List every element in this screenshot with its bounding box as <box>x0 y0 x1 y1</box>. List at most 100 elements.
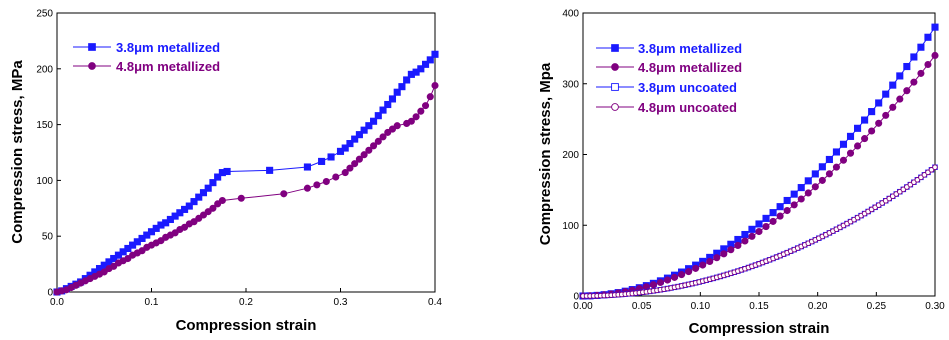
chart-left-series-2-point <box>341 169 349 177</box>
chart-left-series-2-point <box>195 214 203 222</box>
chart-left-series-1-point <box>318 157 326 165</box>
chart-left-series-2-point <box>280 190 288 198</box>
chart-left-series-2-point <box>218 196 226 205</box>
chart-right-series-1-point <box>762 214 770 222</box>
chart-left-series-2-point <box>332 173 340 181</box>
chart-right-series-2-point <box>741 237 749 245</box>
chart-right-legend-label-2: 4.8μm metallized <box>638 60 742 75</box>
chart-right-x-tick-label: 0.15 <box>749 301 769 312</box>
chart-left-series-2-point <box>204 208 212 216</box>
chart-right-legend: 3.8μm metallized 4.8μm metallized 3.8μm … <box>596 41 742 115</box>
chart-right-series-2-point <box>797 195 805 203</box>
chart-right-series-2-point <box>769 217 777 225</box>
chart-right-y-tick-label: 200 <box>562 150 579 161</box>
chart-left-series-2-point <box>171 229 179 237</box>
chart-left-series-2-point <box>209 204 217 212</box>
chart-right-series-4-point <box>928 167 935 173</box>
chart-right-series-2-point <box>854 142 862 150</box>
chart-right-series-4-point <box>932 164 938 170</box>
chart-right-series-1-point <box>804 177 812 185</box>
chart-right-series-1-point <box>776 203 784 211</box>
chart-right-series-1-point <box>924 33 932 41</box>
chart-right-legend-marker <box>611 63 619 71</box>
chart-left-series-1-point <box>185 202 193 210</box>
chart-left-series-1-point <box>379 106 387 114</box>
chart-left-series-2-point <box>426 93 434 101</box>
chart-left-legend-label-1: 3.8μm metallized <box>116 40 220 55</box>
chart-left-series-1-point <box>370 117 378 125</box>
chart-left-series-1-point <box>346 140 354 148</box>
chart-left-y-tick-label: 100 <box>36 176 53 187</box>
chart-left-series-1-point <box>190 198 198 206</box>
chart-left-series-1-point <box>431 50 439 58</box>
chart-left-series-1-point <box>360 126 368 134</box>
chart-right-series-1-point <box>861 116 869 124</box>
chart-right-series-2-point <box>649 281 657 289</box>
chart-right-series-1-point <box>741 230 749 239</box>
chart-left-series-1-point <box>374 112 382 120</box>
chart-left-series-2-point <box>346 164 354 172</box>
chart-right-y-tick-label: 100 <box>562 221 579 232</box>
chart-right-series-2-point <box>783 206 791 215</box>
chart-left-series-1-point <box>355 131 363 139</box>
chart-right-legend-symbol-2 <box>596 63 634 71</box>
chart-left-series-2-point <box>237 194 245 202</box>
chart-right-series-1 <box>579 23 939 300</box>
chart-right-series-2-point <box>713 254 721 262</box>
chart-right-legend-symbol-3 <box>596 83 634 91</box>
chart-right-legend-symbol-4 <box>596 103 634 111</box>
chart-right-series-1-point <box>882 90 890 98</box>
chart-right-series-2-point <box>818 176 826 184</box>
chart-right-legend-label-4: 4.8μm uncoated <box>638 100 737 115</box>
chart-left-y-axis-label: Compression stress, MPa <box>9 60 26 244</box>
chart-left-series-1-point <box>341 144 349 152</box>
chart-right-series-2-point <box>825 170 833 178</box>
chart-right-series-1-point <box>903 62 911 71</box>
chart-right-y-axis-label: Compression stress, Mpa <box>537 62 554 245</box>
chart-right-series-1-point <box>748 225 756 233</box>
chart-left-series-2-point <box>379 133 387 141</box>
chart-right-series-2-point <box>734 241 742 249</box>
chart-right-series-2-point <box>663 276 672 284</box>
chart-right-series-2-point <box>875 119 883 127</box>
chart-right-series-1-point <box>811 170 819 178</box>
chart-right-series-2-point <box>720 250 728 258</box>
chart-left-x-tick-label: 0.2 <box>239 297 253 308</box>
chart-right-series-1-point <box>896 72 904 80</box>
chart-left-series-2-point <box>138 247 146 255</box>
chart-left-legend-marker <box>88 62 96 70</box>
chart-left-x-tick-label: 0.4 <box>428 297 442 308</box>
chart-left-series-2-point <box>431 81 439 90</box>
chart-right-y-tick-label: 300 <box>562 79 579 90</box>
chart-right-series-2-point <box>670 273 679 281</box>
chart-left-series-1-point <box>266 166 274 174</box>
chart-left-series-2-point <box>214 200 222 208</box>
chart-right-series-2-point <box>727 246 735 254</box>
chart-right-series-1-point <box>868 108 876 116</box>
chart-left-series-1-point <box>223 167 231 176</box>
chart-left-legend: 3.8μm metallized 4.8μm metallized <box>73 40 220 74</box>
chart-right-series-2-point <box>861 135 869 143</box>
chart-left-series-2-point <box>303 184 311 192</box>
chart-left-series-2-point <box>110 262 118 270</box>
chart-left-series-1-point <box>403 76 411 84</box>
chart-right-x-tick-label: 0.10 <box>691 301 711 312</box>
chart-left-series-1-point <box>209 179 217 187</box>
chart-right-x-tick-label: 0.25 <box>867 301 887 312</box>
chart-left-plot-frame <box>56 12 436 293</box>
chart-right-series-2-point <box>762 223 770 231</box>
chart-left-series-2-point <box>365 146 373 154</box>
chart-right-series-2-point <box>755 227 763 236</box>
chart-right-legend-marker <box>611 44 619 52</box>
chart-left-y-tick-label: 150 <box>36 120 53 131</box>
chart-right-series-1-point <box>832 148 840 156</box>
chart-right-series-2-point <box>924 60 932 69</box>
chart-left-series-2-point <box>181 223 189 231</box>
chart-left-series-1-point <box>214 173 222 181</box>
chart-right-series-1-point <box>797 184 805 192</box>
chart-left-series-2-point <box>412 113 420 121</box>
chart-left-series-2-point <box>313 181 321 189</box>
chart-right-series-2-point <box>811 183 819 191</box>
chart-right-series-1-point <box>734 235 742 244</box>
chart-right-series-1-point <box>769 209 777 217</box>
